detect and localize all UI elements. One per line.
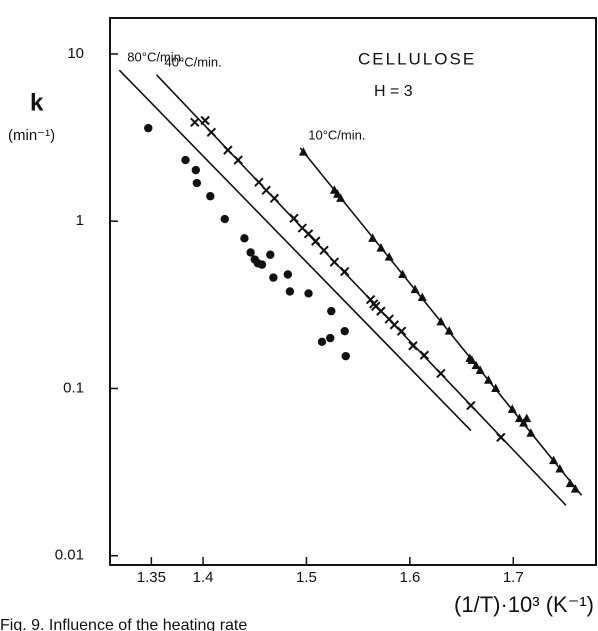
circle-point (240, 234, 249, 243)
chart-subtitle: H = 3 (374, 83, 413, 100)
x-tick-label: 1.4 (193, 569, 214, 586)
cross-point (436, 368, 446, 379)
cross-point (311, 236, 321, 246)
chart-title: CELLULOSE (358, 49, 476, 68)
triangle-point (549, 455, 559, 465)
cross-point (233, 155, 243, 165)
circle-point (246, 248, 255, 257)
series-label: 10°C/min. (308, 127, 365, 142)
triangle-point (376, 243, 386, 252)
circle-point (285, 287, 295, 296)
y-axis-label: k (30, 89, 44, 116)
triangle-point (507, 404, 517, 413)
circle-point (266, 250, 275, 259)
cross-point (303, 229, 314, 239)
circle-point (327, 306, 336, 316)
circle-point (257, 260, 267, 269)
circle-point (340, 326, 349, 336)
x-tick-label: 1.35 (137, 569, 166, 586)
circle-point (220, 214, 229, 224)
cross-point (190, 117, 200, 128)
triangle-point (555, 463, 565, 473)
circle-point (181, 155, 190, 165)
triangle-point (491, 383, 501, 392)
circle-point (326, 333, 335, 343)
cross-point (396, 326, 407, 336)
circle-point (191, 165, 201, 175)
circle-point (144, 123, 153, 133)
circle-point (192, 178, 202, 188)
triangle-point (436, 316, 446, 326)
circle-point (317, 337, 327, 347)
x-tick-label: 1.6 (399, 569, 420, 586)
cross-point (319, 245, 329, 255)
triangle-point (444, 326, 454, 335)
cross-point (289, 213, 299, 224)
cross-point (389, 320, 400, 330)
cross-point (269, 193, 280, 204)
cross-point (466, 400, 476, 411)
triangle-point (410, 284, 420, 294)
cross-point (340, 266, 350, 277)
triangle-point (467, 355, 477, 364)
cross-point (496, 432, 506, 443)
circle-point (304, 289, 313, 298)
cross-point (329, 257, 340, 267)
circle-point (269, 273, 278, 282)
x-tick-label: 1.5 (296, 569, 317, 586)
y-tick-label: 10 (67, 45, 84, 62)
circle-point (341, 351, 350, 361)
cross-point (408, 341, 418, 351)
circle-point (283, 270, 293, 279)
series-label: 80°C/min. (127, 50, 184, 65)
cross-point (368, 299, 379, 309)
triangle-point (384, 252, 394, 261)
series-label: 40°C/min. (165, 54, 222, 69)
triangle-point (519, 418, 529, 427)
triangle-point (514, 413, 524, 423)
y-tick-label: 1 (76, 212, 84, 229)
cross-point (223, 145, 233, 155)
triangle-point (471, 360, 481, 370)
cross-point (419, 350, 430, 360)
y-axis-unit: (min⁻¹) (8, 127, 55, 144)
caption: Fig. 9. Influence of the heating rate (0, 617, 247, 631)
y-tick-label: 0.1 (63, 379, 84, 396)
circle-point (206, 192, 215, 201)
x-axis-label: (1/T)·10³ (K⁻¹) (454, 592, 594, 617)
triangle-point (475, 365, 485, 375)
triangle-point (368, 233, 378, 242)
cross-point (261, 185, 271, 196)
triangle-point (417, 292, 427, 301)
cross-point (200, 115, 210, 126)
triangle-point (336, 193, 346, 202)
triangle-point (565, 478, 575, 488)
triangle-point (398, 269, 408, 279)
cross-point (206, 127, 217, 138)
cross-point (254, 177, 264, 187)
fit-line (118, 69, 472, 432)
x-tick-label: 1.7 (503, 569, 524, 586)
triangle-point (570, 484, 580, 493)
y-tick-label: 0.01 (55, 547, 84, 564)
triangle-point (483, 375, 493, 384)
triangle-point (298, 147, 308, 156)
triangle-point (526, 428, 536, 437)
cross-point (376, 306, 386, 316)
plot-frame (109, 17, 597, 566)
